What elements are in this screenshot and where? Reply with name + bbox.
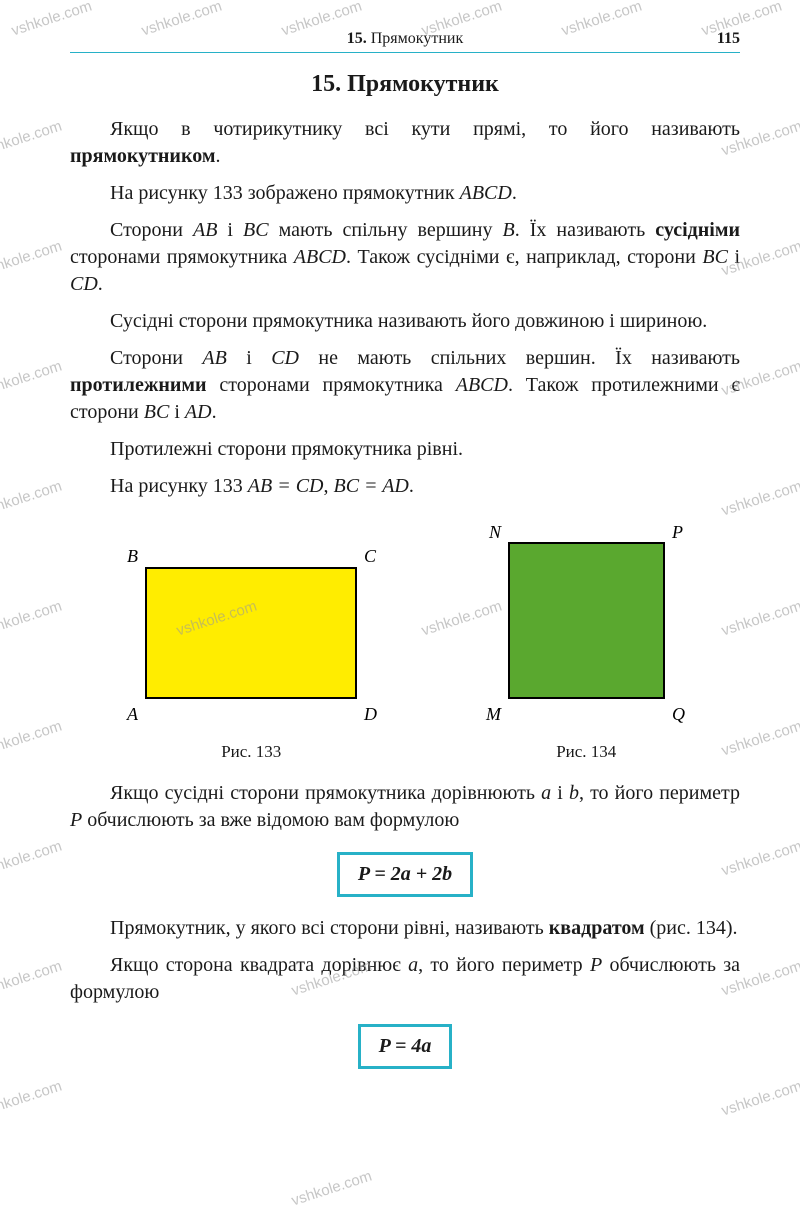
text: Якщо сторона квадрата дорівнює [110,954,408,976]
term-square: квадратом [549,917,645,939]
head-section-word: Прямокутник [371,30,463,47]
math: BC [702,246,728,268]
para-square-def: Прямокутник, у якого всі сторони рівні, … [70,915,740,942]
section-title: 15. Прямокутник [70,71,740,98]
para-length-width: Сусідні сторони прямокутника називають й… [70,308,740,335]
page: 15. Прямокутник 115 15. Прямокутник Якщо… [0,0,800,1127]
text: . [512,182,517,204]
text: . Також сусідніми є, наприклад, сторони [346,246,702,268]
formula-perimeter-rect: P = 2a + 2b [337,852,473,897]
para-fig-ref: На рисунку 133 зображено прямокутник ABC… [70,180,740,207]
formula-row-1: P = 2a + 2b [70,852,740,897]
head-section-num: 15. [347,30,367,47]
term-adjacent: сусідніми [655,219,740,241]
text: На рисунку 133 [110,475,248,497]
para-equalities: На рисунку 133 AB = CD, BC = AD. [70,473,740,500]
math: ABCD [294,246,346,268]
square-diagram: N P M Q [479,518,694,728]
math: ABCD [456,374,508,396]
math: CD [271,347,299,369]
text: і [728,246,740,268]
svg-text:Q: Q [672,704,685,724]
term-opposite: протилежними [70,374,207,396]
text: не мають спільних вершин. Їх називають [299,347,740,369]
para-definition: Якщо в чотирикутнику всі кути прямі, то … [70,116,740,170]
term-rectangle: прямокутником [70,145,215,167]
text: сторонами прямокутни­ка [207,374,456,396]
svg-text:D: D [363,704,377,724]
text: обчислюють за вже відомою вам формулою [82,809,459,831]
text: і [551,782,569,804]
math: CD [70,273,98,295]
watermark-text: vshkole.com [289,1168,374,1209]
math: B [503,219,515,241]
text: . [409,475,414,497]
svg-text:M: M [485,704,502,724]
text: і [169,401,185,423]
figure-133: B C A D Рис. 133 [116,538,386,762]
math: BC [243,219,269,241]
para-opposite: Сторони AB і CD не мають спільних вершин… [70,345,740,426]
math: AB [193,219,217,241]
text: і [227,347,271,369]
svg-text:C: C [364,546,377,566]
math: AB [202,347,226,369]
svg-text:B: B [127,546,138,566]
text: Якщо сусідні сторони прямокутника дорівн… [110,782,541,804]
math: AD [185,401,212,423]
math: BC [144,401,170,423]
text: , [324,475,334,497]
rectangle-diagram: B C A D [116,538,386,728]
formula-perimeter-square: P = 4a [358,1024,453,1069]
math: ABCD [460,182,512,204]
para-perimeter-intro: Якщо сусідні сторони прямокутника дорівн… [70,780,740,834]
para-equal-statement: Протилежні сторони прямокутника рівні. [70,436,740,463]
math: AB = CD [248,475,324,497]
head-center: 15. Прямокутник [120,30,690,48]
text: (рис. 134). [645,917,738,939]
text: . Їх на­зивають [515,219,655,241]
text: . [212,401,217,423]
svg-text:P: P [671,522,683,542]
formula-row-2: P = 4a [70,1024,740,1069]
page-number: 115 [690,30,740,48]
text: і [217,219,243,241]
running-head: 15. Прямокутник 115 [70,30,740,53]
text: сторонами прямокутника [70,246,294,268]
text: Сторони [110,219,193,241]
text: На рисунку 133 зображено прямокутник [110,182,460,204]
fig-caption-134: Рис. 134 [556,742,616,762]
text: , то його периметр [579,782,740,804]
math: P [70,809,82,831]
svg-text:A: A [126,704,139,724]
figures-row: B C A D Рис. 133 N P M Q Рис. 134 [70,518,740,762]
text: , то його пери­метр [418,954,590,976]
text: Прямокутник, у якого всі сторони рівні, … [110,917,549,939]
math: a [541,782,551,804]
para-adjacent: Сторони AB і BC мають спільну вершину B.… [70,217,740,298]
text: . [215,145,220,167]
math: BC = AD [334,475,409,497]
text: мають спільну вершину [269,219,503,241]
fig-caption-133: Рис. 133 [221,742,281,762]
svg-text:N: N [488,522,502,542]
math: a [408,954,418,976]
text: Сторони [110,347,202,369]
text: Якщо в чотирикутнику всі кути прямі, то … [110,118,740,140]
math: P [590,954,602,976]
figure-134: N P M Q Рис. 134 [479,518,694,762]
para-square-perimeter: Якщо сторона квадрата дорівнює a, то йог… [70,952,740,1006]
text: . [98,273,103,295]
math: b [569,782,579,804]
